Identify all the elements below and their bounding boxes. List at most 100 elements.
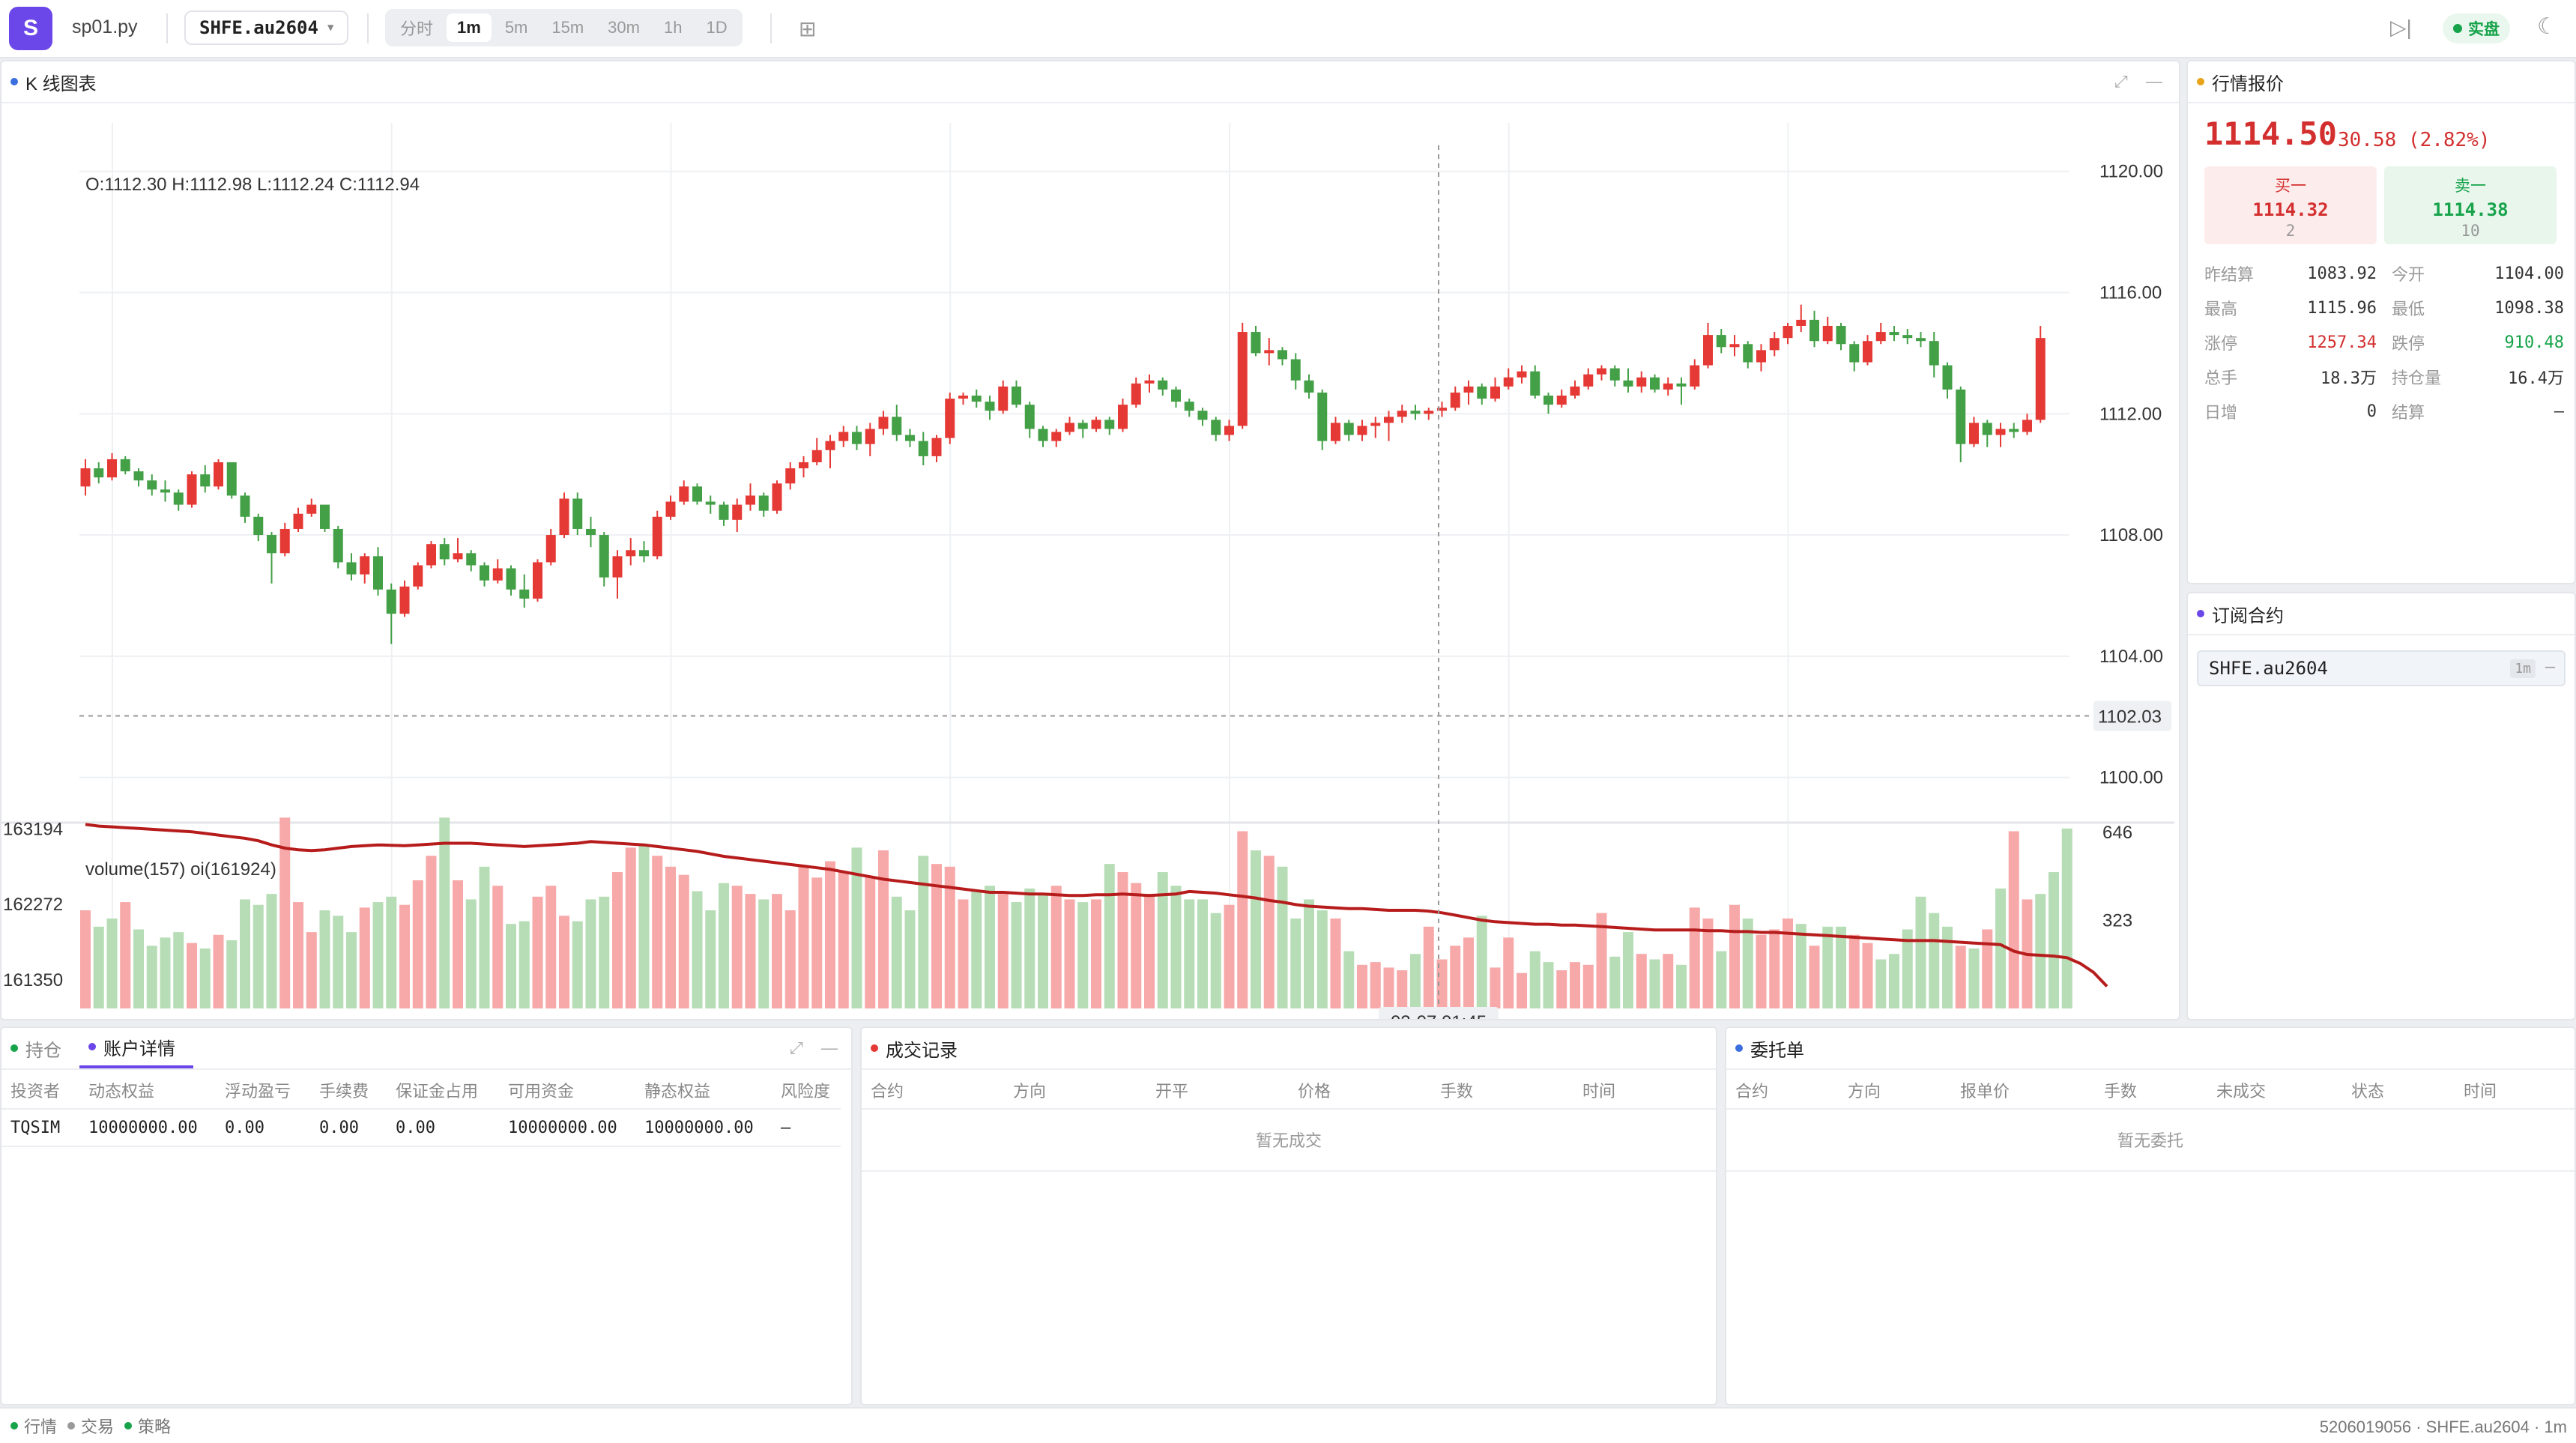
candle xyxy=(958,392,968,405)
candle xyxy=(147,474,157,496)
tab-dot-icon xyxy=(88,1043,96,1050)
timeframe-1m[interactable]: 1m xyxy=(447,13,492,42)
volume-bar xyxy=(465,899,477,1008)
status-dot-icon xyxy=(124,1422,133,1430)
candle xyxy=(320,504,330,532)
column-header: 未成交 xyxy=(2207,1071,2342,1110)
candle xyxy=(2009,423,2019,438)
maximize-icon[interactable]: ⤢ xyxy=(790,1038,803,1057)
volume-bar xyxy=(572,921,583,1008)
table-cell: 0.00 xyxy=(387,1109,499,1147)
table-header-row: 合约 方向 开平 价格 手数 时间 xyxy=(862,1071,1716,1110)
candle xyxy=(1849,341,1860,372)
volume-bar xyxy=(1649,959,1660,1008)
status-strategy[interactable]: 策略 xyxy=(124,1414,171,1438)
oi-tick-label: 161350 xyxy=(3,970,63,990)
candle xyxy=(1370,417,1381,438)
ask-box[interactable]: 卖一 1114.38 10 xyxy=(2384,166,2557,244)
timeframe-1d[interactable]: 1D xyxy=(706,18,728,37)
orders-empty-state: 暂无委托 xyxy=(1726,1109,2575,1172)
timeframe-15m[interactable]: 15m xyxy=(551,18,584,37)
volume-bar xyxy=(678,874,689,1008)
table-row[interactable]: TQSIM 10000000.00 0.00 0.00 0.00 1000000… xyxy=(1,1109,841,1147)
volume-bar xyxy=(1543,962,1554,1008)
subscriptions-title: 订阅合约 xyxy=(2212,605,2284,626)
ohlc-readout: O:1112.30 H:1112.98 L:1112.24 C:1112.94 xyxy=(85,175,420,195)
candle xyxy=(945,392,955,444)
volume-bar xyxy=(1117,872,1128,1008)
column-header: 方向 xyxy=(1004,1071,1146,1110)
quote-row: 日增 0 结算 – xyxy=(2204,394,2564,429)
minimize-icon[interactable]: — xyxy=(821,1038,838,1057)
column-header: 时间 xyxy=(2455,1071,2575,1110)
timeframe-tick[interactable]: 分时 xyxy=(400,19,434,38)
tab-positions[interactable]: 持仓 xyxy=(1,1028,79,1068)
candle xyxy=(692,483,702,505)
status-trade[interactable]: 交易 xyxy=(67,1414,114,1438)
candle xyxy=(572,492,583,536)
volume-bar xyxy=(1410,954,1421,1008)
column-header: 浮动盈亏 xyxy=(216,1071,310,1110)
volume-bar xyxy=(1676,964,1687,1008)
candle xyxy=(1783,322,1793,345)
table-cell: TQSIM xyxy=(1,1109,79,1147)
layout-grid-icon[interactable]: ⊞ xyxy=(799,17,817,40)
chart-axes: 1120.00 1116.00 1112.00 1108.00 1104.00 1100.… xyxy=(3,162,2163,990)
candle xyxy=(466,550,477,572)
candle xyxy=(1623,368,1633,393)
theme-moon-icon[interactable]: ☾ xyxy=(2537,14,2557,39)
volume-bar xyxy=(1091,899,1101,1008)
quote-key: 日增 xyxy=(2204,403,2238,422)
volume-bar xyxy=(1503,937,1514,1008)
orders-table: 合约 方向 报单价 手数 未成交 状态 时间 xyxy=(1726,1071,2575,1110)
candle xyxy=(1995,423,2006,447)
volume-tick-label: 323 xyxy=(2102,910,2132,931)
timeframe-30m[interactable]: 30m xyxy=(608,18,640,37)
candle xyxy=(1756,344,1766,372)
volume-bar xyxy=(426,856,437,1008)
bid-box[interactable]: 买一 1114.32 2 xyxy=(2204,166,2377,244)
volume-bar xyxy=(1663,954,1674,1008)
live-mode-badge[interactable]: 实盘 xyxy=(2443,13,2510,43)
table-header-row: 投资者 动态权益 浮动盈亏 手续费 保证金占用 可用资金 静态权益 风险度 xyxy=(1,1071,841,1110)
candle xyxy=(865,423,875,456)
open-interest-path xyxy=(85,823,2108,987)
kline-panel-title: K 线图表 xyxy=(25,73,97,94)
volume-bar xyxy=(1795,924,1806,1008)
candle xyxy=(1317,389,1328,450)
column-header: 风险度 xyxy=(772,1071,841,1110)
panel-dot-icon xyxy=(2197,610,2204,617)
tab-account-details[interactable]: 账户详情 xyxy=(79,1028,193,1068)
candle xyxy=(1224,420,1234,441)
subscriptions-panel: 订阅合约 SHFE.au2604 1m – xyxy=(2186,592,2576,1020)
remove-subscription-button[interactable]: – xyxy=(2545,658,2555,677)
volume-bar xyxy=(1609,956,1621,1008)
step-forward-icon[interactable]: ▷| xyxy=(2390,16,2412,39)
subscription-item[interactable]: SHFE.au2604 1m – xyxy=(2197,650,2566,686)
quote-row: 总手 18.3万 持仓量 16.4万 xyxy=(2204,360,2564,394)
tab-account-label: 账户详情 xyxy=(103,1038,175,1059)
quote-value: 1104.00 xyxy=(2494,264,2564,283)
candle xyxy=(94,462,104,484)
volume-bar xyxy=(931,864,942,1008)
status-market[interactable]: 行情 xyxy=(10,1414,57,1438)
volume-bar xyxy=(585,899,596,1008)
timeframe-1h[interactable]: 1h xyxy=(663,18,683,37)
maximize-icon[interactable]: ⤢ xyxy=(2114,72,2128,91)
column-header: 投资者 xyxy=(1,1071,79,1110)
candle xyxy=(1956,386,1966,462)
symbol-selector[interactable]: SHFE.au2604 ▼ xyxy=(184,10,349,45)
minimize-icon[interactable]: — xyxy=(2146,72,2162,91)
kline-chart[interactable]: 1120.00 1116.00 1112.00 1108.00 1104.00 1100.… xyxy=(1,103,2179,1020)
timeframe-5m[interactable]: 5m xyxy=(504,18,528,37)
column-header: 手续费 xyxy=(310,1071,387,1110)
quote-panel: 行情报价 1114.50 30.58 (2.82%) 买一 1114.32 2 … xyxy=(2186,60,2576,584)
volume-bar xyxy=(1490,967,1501,1008)
strategy-file-name[interactable]: sp01.py xyxy=(72,16,138,37)
candle xyxy=(705,495,716,514)
volume-bars xyxy=(80,817,2072,1008)
trades-title: 成交记录 xyxy=(886,1040,958,1061)
candle xyxy=(253,513,264,542)
volume-bar xyxy=(2008,831,2019,1008)
volume-bar xyxy=(1263,856,1275,1008)
